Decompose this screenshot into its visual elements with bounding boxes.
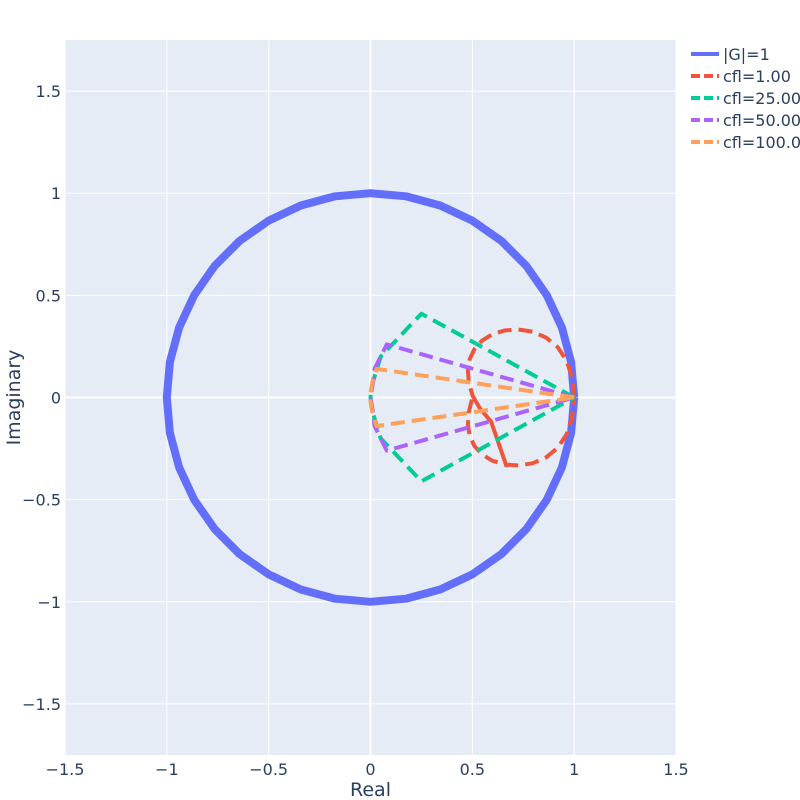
legend-label: cfl=25.00: [723, 89, 800, 108]
y-tick-label: −1.5: [22, 695, 61, 714]
legend-label: cfl=1.00: [723, 67, 791, 86]
x-tick-label: −1.5: [46, 760, 85, 779]
x-axis-title: Real: [350, 779, 391, 800]
series-line-3: [368, 311, 576, 484]
legend: |G|=1 cfl=1.00 cfl=25.00 cfl=50.00 cfl=100.0…: [691, 45, 800, 152]
legend-label: cfl=50.00: [723, 111, 800, 130]
legend-label: cfl=100.00: [723, 133, 800, 152]
y-tick-label: 0: [51, 389, 61, 408]
x-tick-label: 0.5: [460, 760, 485, 779]
series-line-5: [368, 366, 575, 429]
x-tick-label: 0: [365, 760, 375, 779]
y-tick-label: 1: [51, 184, 61, 203]
y-tick-label: −1: [37, 593, 61, 612]
y-tick-label: −0.5: [22, 491, 61, 510]
x-tick-label: 1.5: [663, 760, 688, 779]
x-tick-label: −0.5: [249, 760, 288, 779]
x-tick-label: −1: [155, 760, 179, 779]
series-layer: [162, 189, 579, 606]
legend-label: |G|=1: [723, 45, 770, 64]
x-tick-label: 1: [569, 760, 579, 779]
y-tick-label: 0.5: [36, 286, 61, 305]
y-tick-label: 1.5: [36, 82, 61, 101]
y-axis-title: Imaginary: [3, 350, 25, 446]
series-line-4: [368, 342, 575, 453]
series-line-1: [162, 189, 579, 606]
tick-labels: −1.5 −1 −0.5 0 0.5 1 1.5 −1.5 −1 −0.5 0 0.5 1 1.5: [22, 82, 689, 779]
series-line-2: [465, 327, 577, 468]
